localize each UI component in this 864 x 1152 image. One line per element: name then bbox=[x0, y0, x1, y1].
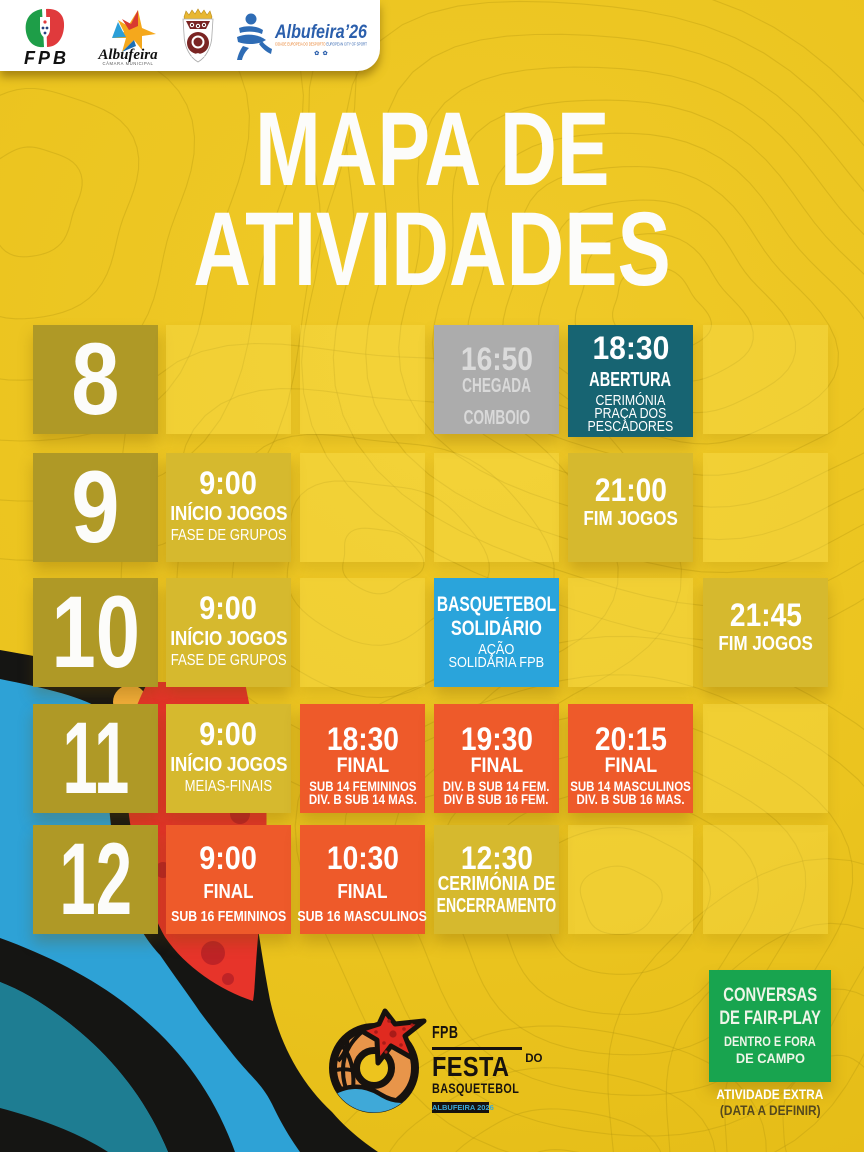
svg-text:Albufeira’26: Albufeira’26 bbox=[274, 22, 367, 43]
svg-text:FPB: FPB bbox=[24, 48, 66, 68]
svg-text:CÂMARA MUNICIPAL: CÂMARA MUNICIPAL bbox=[103, 61, 154, 66]
svg-text:A B A: A B A bbox=[191, 53, 205, 59]
svg-text:✿ ✿: ✿ ✿ bbox=[314, 50, 327, 57]
svg-text:Albufeira: Albufeira bbox=[97, 47, 158, 63]
svg-text:CIDADE EUROPEIA DO DESPORTO EU: CIDADE EUROPEIA DO DESPORTO EUROPEAN CIT… bbox=[275, 42, 367, 47]
